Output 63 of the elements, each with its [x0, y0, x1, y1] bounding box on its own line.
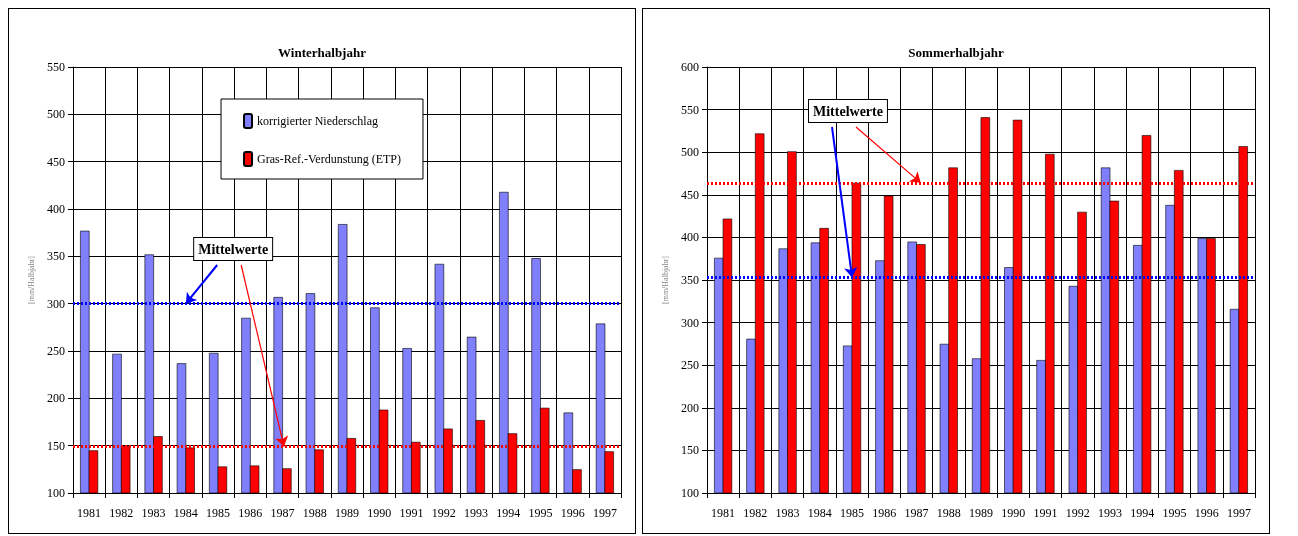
- x-tick-label: 1981: [711, 506, 736, 520]
- x-tick-label: 1986: [238, 506, 263, 520]
- chart-title: Sommerhalbjahr: [908, 45, 1004, 60]
- x-tick-label: 1993: [463, 506, 488, 520]
- x-tick-label: 1981: [77, 506, 102, 520]
- x-tick-label: 1988: [302, 506, 327, 520]
- x-tick-label: 1990: [367, 506, 392, 520]
- x-tick-label: 1995: [528, 506, 553, 520]
- x-tick-label: 1985: [206, 506, 231, 520]
- y-tick-label: 300: [47, 296, 65, 311]
- x-tick-label: 1983: [775, 506, 800, 520]
- y-tick-label: 250: [47, 344, 65, 358]
- x-tick-label: 1993: [1097, 506, 1122, 520]
- annotation: Mittelwerte: [813, 103, 883, 119]
- x-tick-label: 1991: [1033, 506, 1058, 520]
- x-tick-label: 1982: [743, 506, 768, 520]
- y-tick-label: 150: [681, 443, 699, 458]
- x-tick-label: 1992: [1065, 506, 1090, 520]
- y-tick-label: 450: [681, 187, 699, 202]
- x-tick-label: 1988: [936, 506, 961, 520]
- x-tick-label: 1997: [592, 506, 617, 520]
- x-tick-label: 1992: [431, 506, 456, 520]
- x-tick-label: 1984: [173, 506, 198, 520]
- x-tick-label: 1985: [840, 506, 865, 520]
- y-tick-label: 200: [47, 391, 65, 406]
- x-tick-label: 1989: [969, 506, 993, 520]
- y-tick-label: 200: [681, 400, 699, 415]
- x-tick-label: 1996: [560, 506, 585, 520]
- y-tick-label: 350: [681, 273, 699, 287]
- annotation: Mittelwerte: [198, 241, 269, 257]
- y-tick-label: 400: [681, 230, 699, 245]
- y-tick-label: 500: [47, 107, 65, 122]
- y-axis-title: [mm/Halbjahr]: [26, 255, 36, 304]
- y-tick-label: 550: [681, 102, 699, 117]
- y-tick-label: 400: [47, 202, 65, 216]
- x-tick-label: 1990: [1001, 506, 1026, 520]
- x-tick-label: 1984: [807, 506, 832, 520]
- x-tick-label: 1989: [335, 506, 359, 520]
- x-tick-label: 1996: [1194, 506, 1219, 520]
- x-tick-label: 1997: [1226, 506, 1251, 520]
- y-tick-label: 500: [681, 145, 699, 160]
- x-tick-label: 1986: [872, 506, 897, 520]
- chart-title: Winterhalbjahr: [278, 45, 367, 60]
- legend-label: korrigierter Niederschlag: [257, 114, 378, 128]
- x-tick-label: 1991: [399, 506, 424, 520]
- y-tick-label: 450: [47, 154, 65, 169]
- y-tick-label: 150: [47, 438, 65, 453]
- y-tick-label: 100: [47, 486, 65, 500]
- x-tick-label: 1995: [1162, 506, 1187, 520]
- y-tick-label: 300: [681, 315, 699, 330]
- x-tick-label: 1987: [270, 506, 295, 520]
- y-tick-label: 600: [681, 60, 699, 74]
- x-tick-label: 1994: [1130, 506, 1155, 520]
- legend-label: Gras-Ref.-Verdunstung (ETP): [257, 152, 401, 166]
- y-tick-label: 250: [681, 358, 699, 373]
- y-tick-label: 100: [681, 486, 699, 500]
- x-tick-label: 1987: [904, 506, 929, 520]
- x-tick-label: 1994: [496, 506, 521, 520]
- y-tick-label: 350: [47, 249, 65, 264]
- x-tick-label: 1983: [141, 506, 166, 520]
- x-tick-label: 1982: [109, 506, 134, 520]
- y-axis-title: [mm/Halbjahr]: [660, 255, 670, 304]
- y-tick-label: 550: [47, 60, 65, 74]
